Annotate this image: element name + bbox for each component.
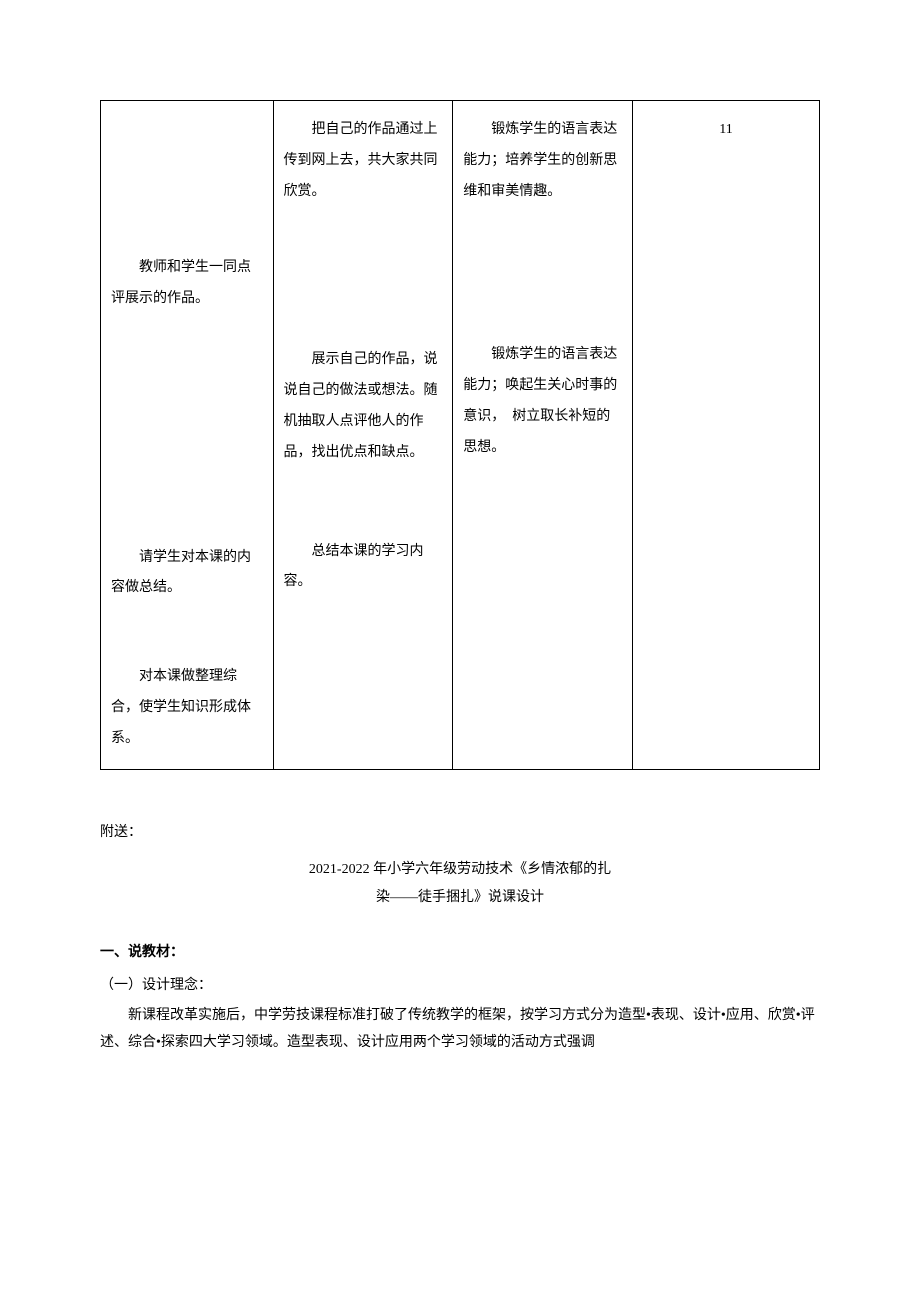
student-text: 总结本课的学习内容。: [284, 537, 443, 599]
section-heading-1: 一、说教材：: [100, 940, 820, 967]
table-row: 教师和学生一同点评展示的作品。 请学生对本课的内容做总结。 对本课做整理综合，使…: [101, 101, 820, 770]
teacher-activity-cell: 教师和学生一同点评展示的作品。 请学生对本课的内容做总结。 对本课做整理综合，使…: [101, 101, 274, 770]
teacher-text: 教师和学生一同点评展示的作品。: [111, 253, 263, 315]
student-text: 展示自己的作品，说说自己的做法或想法。随机抽取人点评他人的作品，找出优点和缺点。: [284, 345, 443, 468]
lesson-plan-table: 教师和学生一同点评展示的作品。 请学生对本课的内容做总结。 对本课做整理综合，使…: [100, 100, 820, 770]
time-value: 11: [643, 115, 809, 146]
teacher-text: 请学生对本课的内容做总结。: [111, 543, 263, 605]
attachment-title-line2: 染——徒手捆扎》说课设计: [100, 884, 820, 912]
attachment-section: 附送： 2021-2022 年小学六年级劳动技术《乡情浓郁的扎 染——徒手捆扎》…: [100, 820, 820, 1057]
sub-heading-1: （一）设计理念：: [100, 973, 820, 1000]
student-activity-cell: 把自己的作品通过上传到网上去，共大家共同欣赏。 展示自己的作品，说说自己的做法或…: [273, 101, 453, 770]
intent-text: 锻炼学生的语言表达能力；培养学生的创新思维和审美情趣。: [463, 115, 622, 207]
attachment-title-line1: 2021-2022 年小学六年级劳动技术《乡情浓郁的扎: [100, 856, 820, 884]
teacher-text: 对本课做整理综合，使学生知识形成体系。: [111, 662, 263, 754]
body-paragraph-1: 新课程改革实施后，中学劳技课程标准打破了传统教学的框架，按学习方式分为造型•表现…: [100, 1003, 820, 1056]
student-text: 把自己的作品通过上传到网上去，共大家共同欣赏。: [284, 115, 443, 207]
attachment-label: 附送：: [100, 820, 820, 847]
intent-text: 锻炼学生的语言表达能力；唤起生关心时事的意识， 树立取长补短的思想。: [463, 340, 622, 463]
design-intent-cell: 锻炼学生的语言表达能力；培养学生的创新思维和审美情趣。 锻炼学生的语言表达能力；…: [453, 101, 633, 770]
time-cell: 11: [633, 101, 820, 770]
